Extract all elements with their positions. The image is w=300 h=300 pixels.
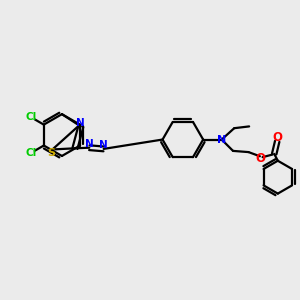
Text: N: N: [217, 134, 226, 145]
Text: N: N: [85, 139, 94, 149]
Text: Cl: Cl: [25, 112, 37, 122]
Text: O: O: [255, 152, 265, 165]
Text: N: N: [76, 118, 85, 128]
Text: N: N: [99, 140, 108, 150]
Text: S: S: [47, 148, 55, 158]
Text: O: O: [273, 131, 283, 144]
Text: Cl: Cl: [25, 148, 37, 158]
